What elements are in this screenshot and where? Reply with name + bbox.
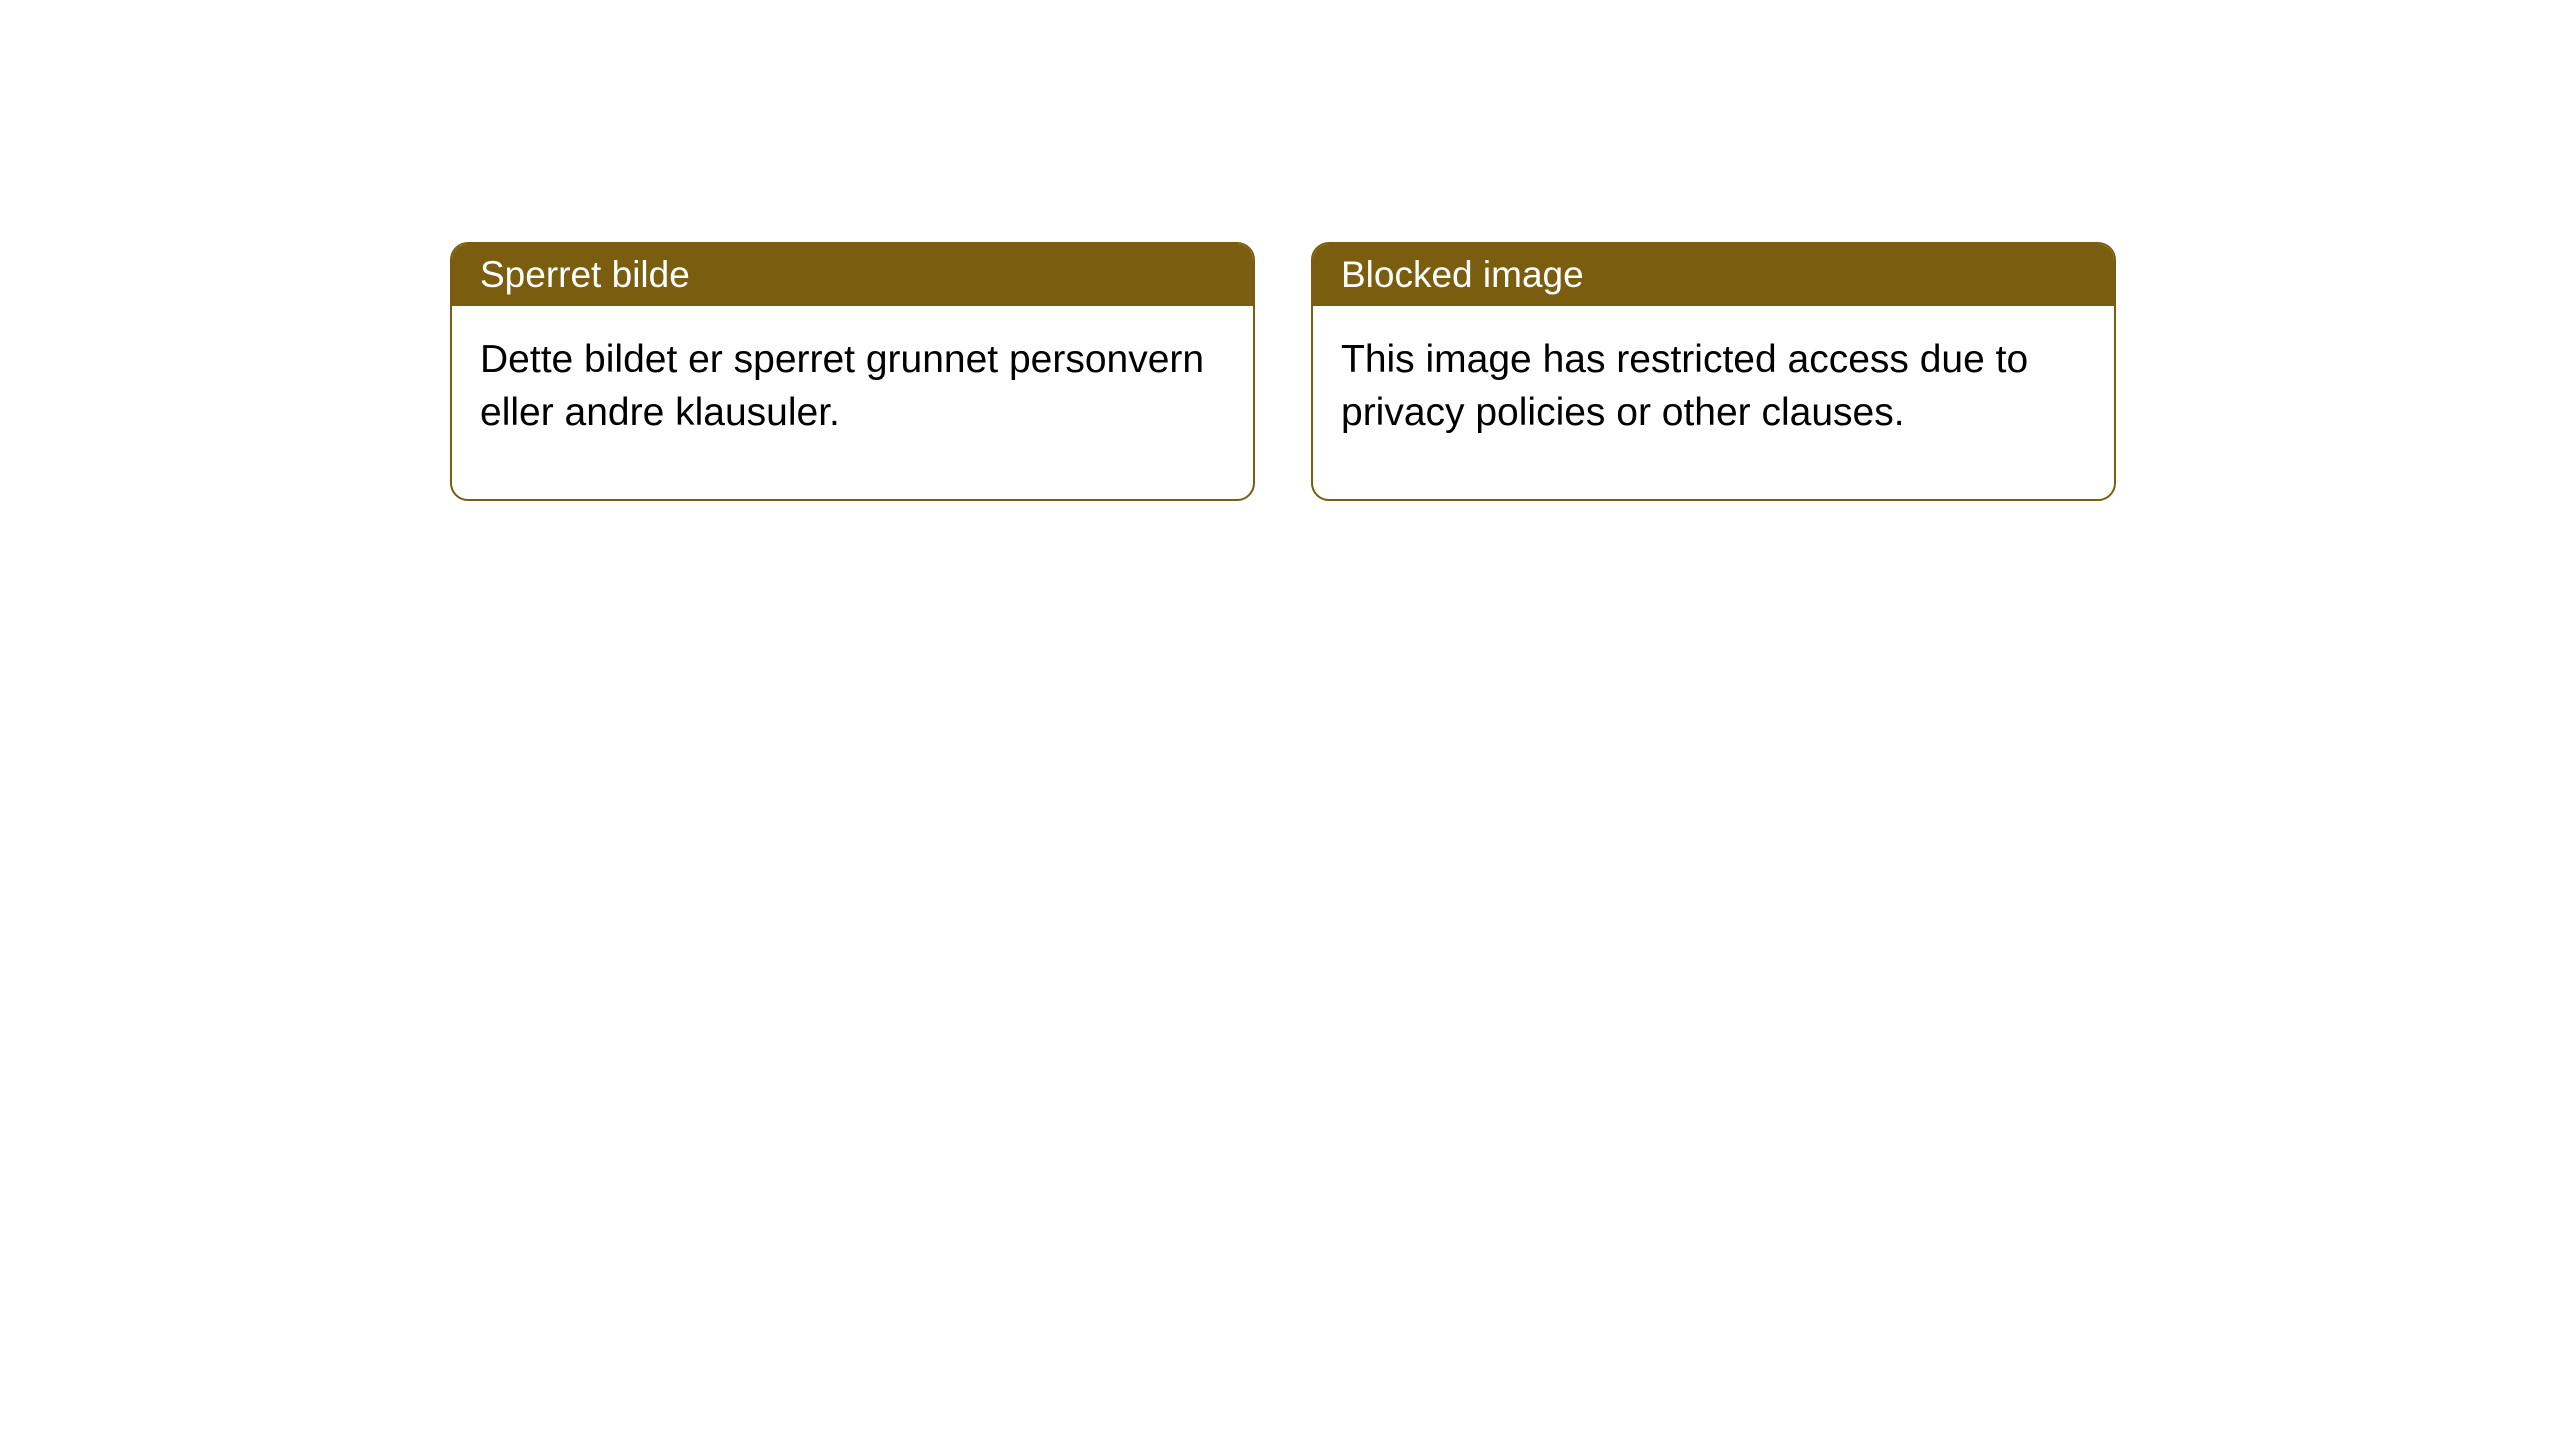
notice-body: Dette bildet er sperret grunnet personve… bbox=[452, 306, 1253, 499]
notice-card-english: Blocked image This image has restricted … bbox=[1311, 242, 2116, 501]
notice-card-norwegian: Sperret bilde Dette bildet er sperret gr… bbox=[450, 242, 1255, 501]
notice-body: This image has restricted access due to … bbox=[1313, 306, 2114, 499]
notices-container: Sperret bilde Dette bildet er sperret gr… bbox=[0, 0, 2560, 501]
notice-title: Sperret bilde bbox=[452, 244, 1253, 306]
notice-title: Blocked image bbox=[1313, 244, 2114, 306]
